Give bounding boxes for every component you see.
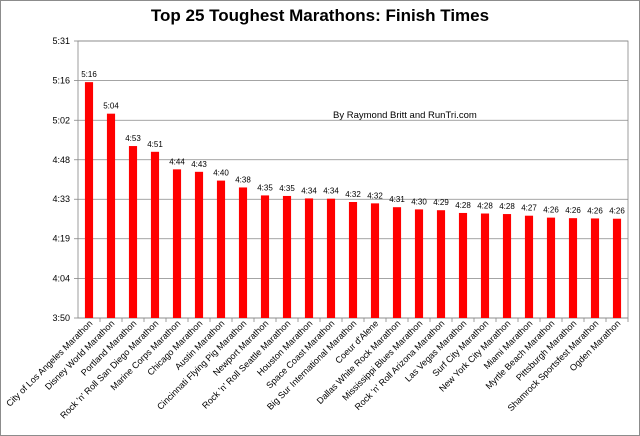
bar [282,195,292,318]
data-label: 4:35 [279,184,295,193]
bar [458,212,468,318]
y-tick-label: 4:48 [52,155,70,165]
data-label: 4:44 [169,157,185,166]
data-label: 4:28 [477,202,493,211]
data-label: 4:40 [213,169,229,178]
y-tick-label: 4:33 [52,194,70,204]
bar [238,187,248,318]
bar [194,171,204,318]
bar [414,209,424,318]
bar [128,146,138,318]
bar [436,210,446,318]
bar [304,198,314,318]
data-label: 4:30 [411,197,427,206]
y-tick-label: 4:19 [52,234,70,244]
bar [590,218,600,318]
data-label: 4:26 [543,206,559,215]
data-label: 4:32 [345,190,361,199]
data-label: 4:38 [235,175,251,184]
bar [612,218,622,318]
bar [84,82,94,318]
bar [150,151,160,318]
data-label: 5:16 [81,70,97,79]
data-label: 4:35 [257,183,273,192]
y-tick-label: 5:02 [52,115,70,125]
bar [546,217,556,318]
data-label: 4:32 [367,191,383,200]
y-tick-label: 4:04 [52,274,70,284]
data-label: 4:51 [147,140,163,149]
data-label: 4:28 [455,201,471,210]
data-label: 4:31 [389,195,405,204]
data-label: 4:43 [191,160,207,169]
data-label: 4:26 [565,206,581,215]
y-tick-label: 3:50 [52,313,70,323]
bar [348,201,358,318]
bar [172,169,182,318]
data-label: 4:53 [125,134,141,143]
chart-annotation: By Raymond Britt and RunTri.com [333,110,477,121]
bar [568,218,578,318]
bar [502,214,512,318]
bar [524,215,534,318]
data-label: 4:28 [499,202,515,211]
data-label: 4:26 [609,207,625,216]
data-label: 4:34 [323,187,339,196]
bar [392,207,402,318]
data-label: 4:27 [521,204,537,213]
bar [370,203,380,318]
data-label: 4:26 [587,206,603,215]
y-tick-label: 5:31 [52,36,70,46]
bar [106,113,116,318]
bar [326,198,336,318]
data-label: 5:04 [103,102,119,111]
y-tick-label: 5:16 [52,75,70,85]
chart-title: Top 25 Toughest Marathons: Finish Times [150,6,490,25]
data-label: 4:34 [301,186,317,195]
bar [216,180,226,318]
bar [260,195,270,318]
bar [480,213,490,318]
data-label: 4:29 [433,198,449,207]
